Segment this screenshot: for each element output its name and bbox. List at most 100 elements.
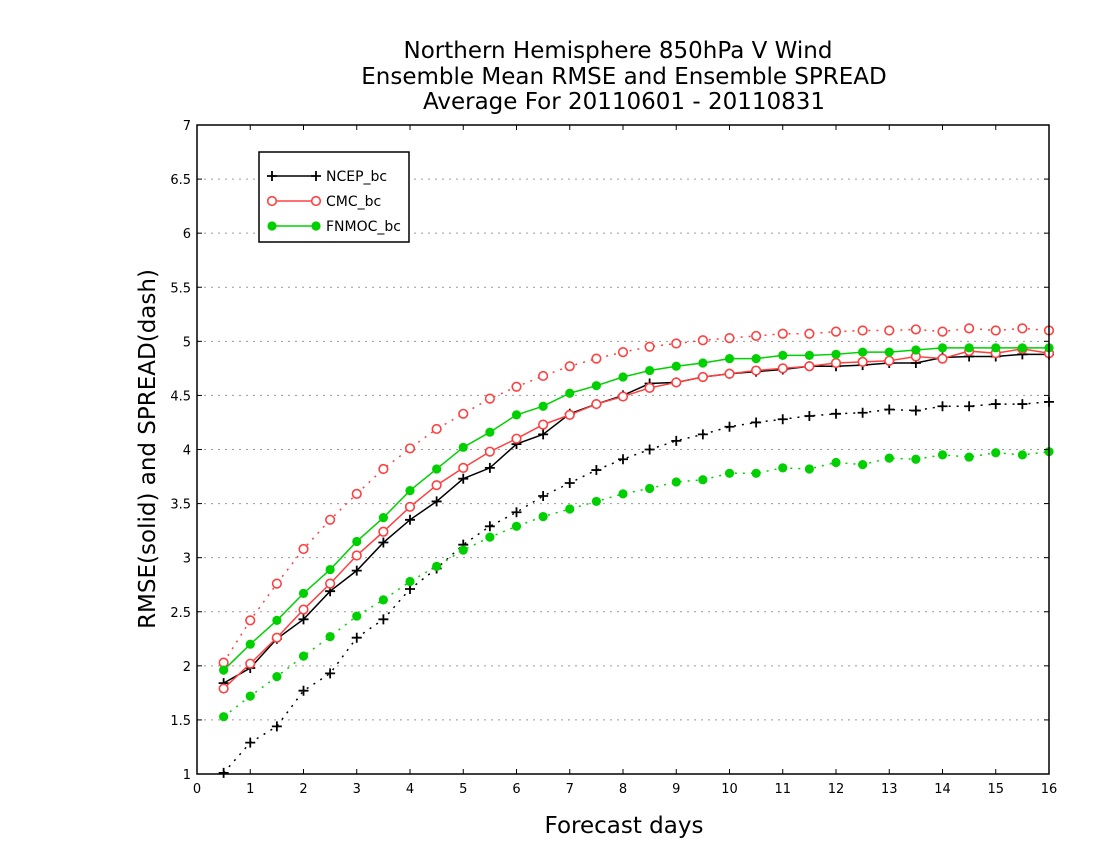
x-tick-label: 2 xyxy=(299,782,307,797)
legend-marker-cmc-bc xyxy=(266,195,278,207)
fnmoc-bc-spread-point xyxy=(884,453,894,463)
cmc-bc-rmse-point xyxy=(325,578,336,589)
fnmoc-bc-rmse-point xyxy=(698,358,708,368)
ncep-bc-spread-point xyxy=(937,401,948,412)
fnmoc-bc-rmse-point xyxy=(671,361,681,371)
fnmoc-bc-rmse-point xyxy=(991,343,1001,353)
ncep-bc-rmse-point xyxy=(431,496,442,507)
ncep-bc-spread-point xyxy=(884,404,895,415)
ncep-bc-spread-point xyxy=(831,408,841,419)
y-tick-label: 4 xyxy=(183,444,191,459)
x-tick-label: 12 xyxy=(828,782,845,797)
fnmoc-bc-spread-point xyxy=(1017,450,1027,460)
ncep-bc-rmse-line xyxy=(223,353,1049,684)
cmc-bc-rmse-point xyxy=(751,365,762,376)
fnmoc-bc-spread-point xyxy=(485,532,495,542)
fnmoc-bc-rmse-point xyxy=(565,388,575,398)
cmc-bc-rmse-point xyxy=(884,355,895,366)
x-tick-label: 4 xyxy=(406,782,414,797)
legend: NCEP_bc CMC_bc FNMOC_bc xyxy=(258,151,410,243)
ncep-bc-spread-point xyxy=(804,410,815,421)
y-tick-label: 5.5 xyxy=(170,281,191,296)
cmc-bc-spread-point xyxy=(378,463,389,475)
cmc-bc-rmse-point xyxy=(351,550,362,561)
x-tick-label: 14 xyxy=(934,782,951,797)
ncep-bc-spread-point xyxy=(325,668,336,679)
fnmoc-bc-spread-point xyxy=(219,712,229,722)
fnmoc-bc-spread-point xyxy=(831,457,841,468)
x-tick-label: 5 xyxy=(459,782,467,797)
cmc-bc-spread-point xyxy=(564,361,575,372)
fnmoc-bc-spread-point xyxy=(645,483,655,494)
ncep-bc-rmse-point xyxy=(298,614,309,625)
x-tick-label: 13 xyxy=(881,782,898,797)
cmc-bc-rmse-point xyxy=(484,446,495,457)
chart-title-line-2: Ensemble Mean RMSE and Ensemble SPREAD xyxy=(361,64,886,90)
fnmoc-bc-rmse-point xyxy=(219,665,229,675)
fnmoc-bc-spread-point xyxy=(538,511,548,522)
legend-box xyxy=(258,151,410,243)
fnmoc-bc-spread-point xyxy=(458,545,468,555)
cmc-bc-spread-line xyxy=(222,327,1050,663)
fnmoc-bc-rmse-point xyxy=(858,347,868,357)
cmc-bc-rmse-point xyxy=(777,363,788,374)
ncep-bc-spread-point xyxy=(910,405,921,416)
cmc-bc-spread-point xyxy=(884,325,895,336)
x-tick-label: 8 xyxy=(619,782,627,797)
ncep-bc-spread-point xyxy=(218,767,229,778)
fnmoc-bc-spread-point xyxy=(565,504,575,514)
chart-title-line-3: Average For 20110601 - 20110831 xyxy=(423,89,825,115)
fnmoc-bc-rmse-point xyxy=(645,365,655,376)
x-tick-label: 11 xyxy=(774,782,791,797)
cmc-bc-spread-point xyxy=(751,330,762,342)
legend-marker-cmc-bc xyxy=(310,195,322,207)
fnmoc-bc-rmse-point xyxy=(804,350,814,360)
cmc-bc-spread-point xyxy=(804,328,815,339)
cmc-bc-rmse-point xyxy=(617,391,629,402)
ncep-bc-spread-point xyxy=(644,444,655,455)
fnmoc-bc-spread-point xyxy=(272,672,282,682)
chart-title: Northern Hemisphere 850hPa V Wind Ensemb… xyxy=(361,38,886,115)
fnmoc-bc-rmse-point xyxy=(964,343,974,353)
fnmoc-bc-rmse-point xyxy=(884,347,894,357)
chart-title-line-1: Northern Hemisphere 850hPa V Wind xyxy=(404,38,833,64)
ncep-bc-spread-point xyxy=(591,465,602,476)
cmc-bc-spread-point xyxy=(271,578,282,589)
ncep-bc-spread-point xyxy=(1017,399,1028,410)
fnmoc-bc-rmse-point xyxy=(591,381,601,391)
legend-label-fnmoc-bc: FNMOC_bc xyxy=(326,219,401,235)
ncep-bc-rmse-point xyxy=(538,429,549,440)
fnmoc-bc-spread-line xyxy=(223,450,1050,718)
fnmoc-bc-spread-point xyxy=(991,448,1001,458)
cmc-bc-rmse-point xyxy=(857,356,868,367)
legend-marker-ncep-bc xyxy=(267,171,277,181)
ncep-bc-spread-point xyxy=(618,454,628,465)
cmc-bc-spread-point xyxy=(777,328,788,339)
ncep-bc-spread-point xyxy=(378,614,389,625)
fnmoc-bc-rmse-point xyxy=(618,372,628,382)
ncep-bc-spread-point xyxy=(511,507,522,518)
ncep-bc-rmse-point xyxy=(405,514,415,525)
cmc-bc-rmse-point xyxy=(591,398,602,410)
fnmoc-bc-rmse-point xyxy=(724,354,735,364)
cmc-bc-spread-point xyxy=(1017,323,1028,334)
y-tick-label: 7 xyxy=(183,119,191,134)
fnmoc-bc-spread-point xyxy=(325,632,335,642)
x-tick-label: 7 xyxy=(566,782,574,797)
fnmoc-bc-spread-point xyxy=(298,651,309,661)
cmc-bc-spread-point xyxy=(697,335,708,346)
fnmoc-bc-rmse-point xyxy=(485,427,495,437)
cmc-bc-spread-point xyxy=(325,514,336,525)
fnmoc-bc-spread-point xyxy=(937,450,948,460)
fnmoc-bc-spread-point xyxy=(751,468,761,478)
fnmoc-bc-spread-point xyxy=(245,691,255,701)
ncep-bc-rmse-point xyxy=(458,473,469,484)
cmc-bc-rmse-point xyxy=(724,368,735,379)
y-tick-label: 2.5 xyxy=(170,606,191,621)
fnmoc-bc-spread-point xyxy=(724,468,735,478)
cmc-bc-spread-point xyxy=(830,326,842,337)
y-tick-label: 4.5 xyxy=(170,389,191,404)
cmc-bc-spread-point xyxy=(724,332,735,344)
x-axis-title: Forecast days xyxy=(545,813,704,839)
